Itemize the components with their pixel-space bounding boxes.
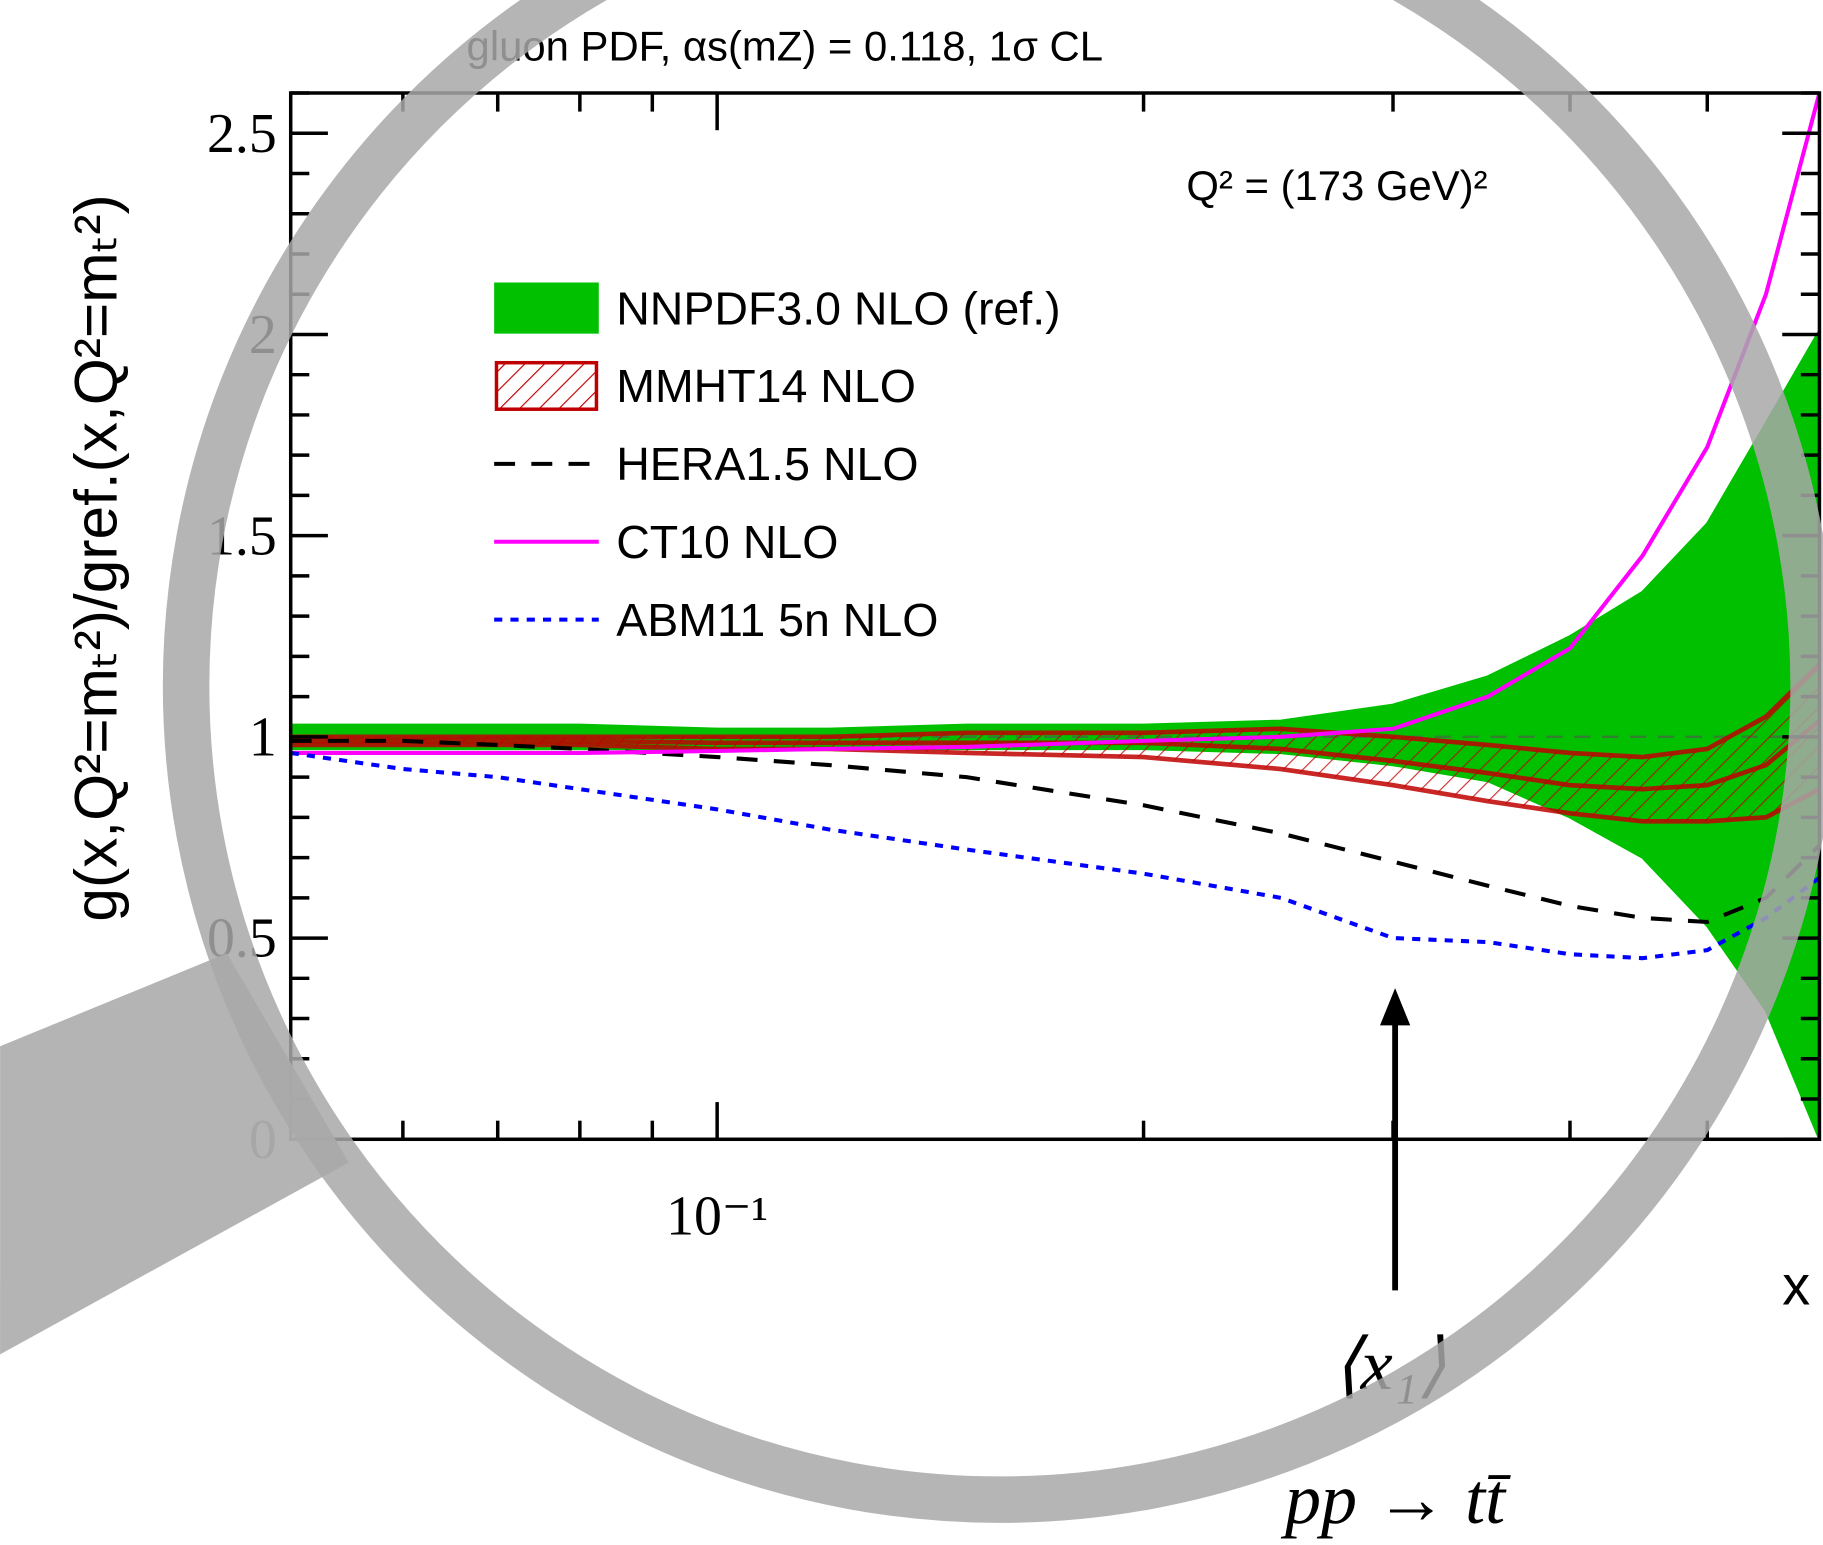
- band-line: [290, 718, 1820, 792]
- magnifier-ring: [163, 0, 1823, 1523]
- y-tick-label: 1: [249, 706, 277, 768]
- legend: NNPDF3.0 NLO (ref.) MMHT14 NLO HERA1.5 NLO…: [494, 282, 1061, 646]
- annotation: Q² = (173 GeV)²: [1186, 162, 1487, 209]
- line: [290, 93, 1820, 756]
- legend-label: ABM11 5n NLO: [616, 594, 938, 646]
- legend-label: CT10 NLO: [616, 516, 838, 568]
- legend-swatch: [494, 360, 599, 411]
- y-tick-label: 2.5: [207, 103, 277, 165]
- legend-label: NNPDF3.0 NLO (ref.): [616, 282, 1060, 334]
- plot-area: [290, 93, 1820, 1140]
- legend-swatch: [494, 282, 599, 334]
- legend-label: MMHT14 NLO: [616, 360, 916, 412]
- x-tick-label: 10⁻¹: [666, 1186, 768, 1248]
- y-axis-label: g(x,Q²=mₜ²)/gref.(x,Q²=mₜ²): [61, 194, 129, 921]
- x-axis-label: x: [1782, 1253, 1810, 1316]
- band-line: [290, 662, 1820, 760]
- line: [290, 750, 1820, 961]
- annotation: pp → tt̄: [1280, 1459, 1511, 1539]
- chart-title: gluon PDF, αs(mZ) = 0.118, 1σ CL: [467, 22, 1103, 69]
- legend-label: HERA1.5 NLO: [616, 438, 918, 490]
- arrow-head: [1379, 988, 1411, 1026]
- band-line: [290, 742, 1820, 824]
- magnifier-handle: [0, 953, 349, 1355]
- plot-frame: [288, 91, 1822, 1142]
